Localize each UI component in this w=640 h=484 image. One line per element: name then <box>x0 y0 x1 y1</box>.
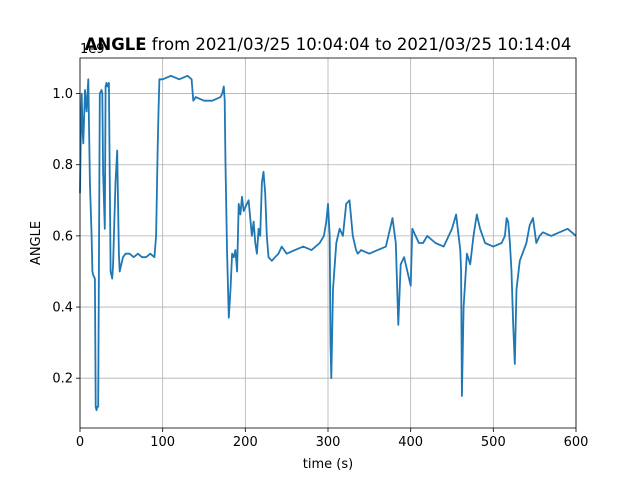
y-tick-label: 0.8 <box>52 158 73 173</box>
x-axis: 0 100 200 300 400 500 600 <box>76 428 589 450</box>
x-tick-label: 400 <box>398 435 423 450</box>
chart-title-bold: ANGLE <box>85 35 147 54</box>
x-tick-label: 600 <box>564 435 589 450</box>
y-offset-text: 1e9 <box>80 42 105 57</box>
x-tick-label: 100 <box>150 435 175 450</box>
y-axis-label: ANGLE <box>29 221 44 265</box>
y-tick-label: 1.0 <box>52 87 73 102</box>
series-line <box>79 74 577 412</box>
y-tick-label: 0.4 <box>52 301 73 316</box>
x-tick-label: 0 <box>76 435 84 450</box>
y-tick-label: 0.2 <box>52 372 73 387</box>
chart-title-rest: from 2021/03/25 10:04:04 to 2021/03/25 1… <box>147 35 572 54</box>
chart-title: ANGLE from 2021/03/25 10:04:04 to 2021/0… <box>85 35 572 54</box>
x-tick-label: 500 <box>481 435 506 450</box>
x-axis-label: time (s) <box>303 457 353 472</box>
y-axis: 0.2 0.4 0.6 0.8 1.0 <box>52 87 80 387</box>
grid <box>79 58 577 428</box>
plot-area <box>79 74 577 412</box>
x-tick-label: 300 <box>316 435 341 450</box>
y-tick-label: 0.6 <box>52 229 73 244</box>
x-tick-label: 200 <box>233 435 258 450</box>
